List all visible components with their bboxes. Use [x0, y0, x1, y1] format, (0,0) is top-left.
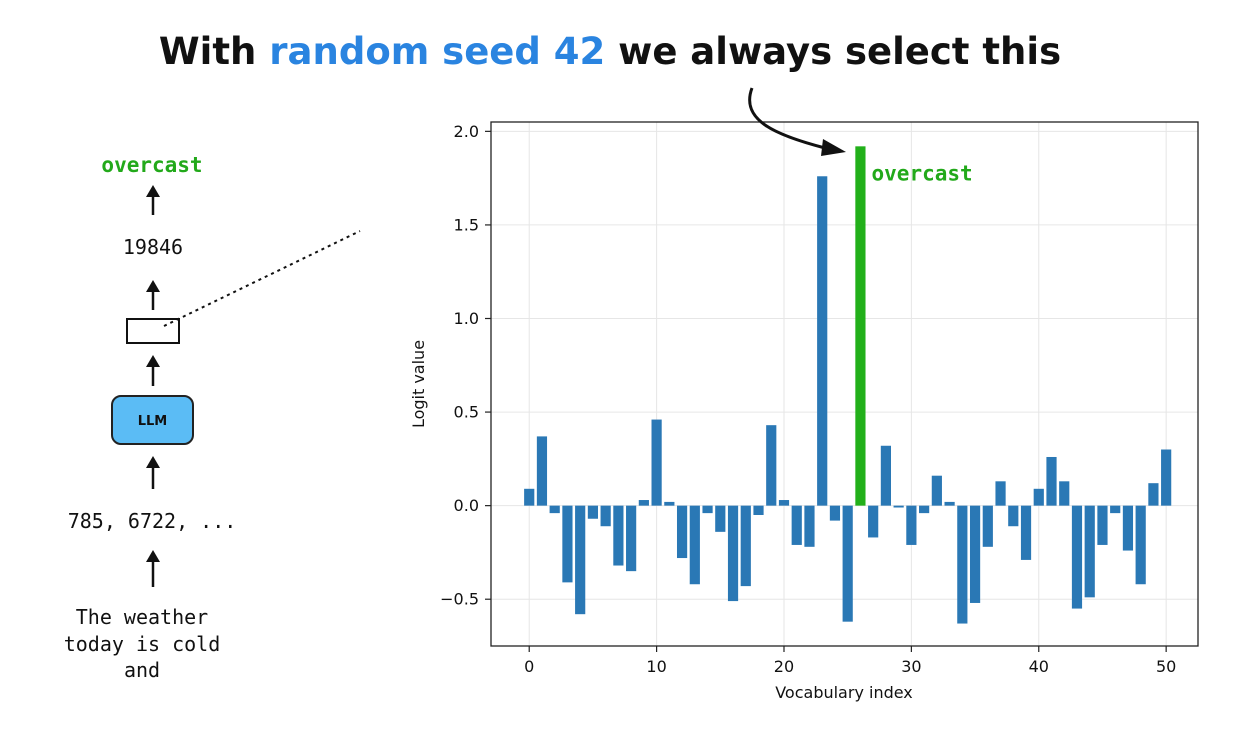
x-tick-label: 0 [524, 657, 534, 676]
x-tick-label: 20 [774, 657, 794, 676]
chart-bars [524, 146, 1172, 624]
arrow-output [146, 185, 160, 215]
bar [1020, 505, 1032, 560]
bar [995, 481, 1006, 506]
bar [982, 505, 993, 547]
bar [1122, 505, 1134, 551]
bar [638, 500, 649, 506]
bar [740, 505, 751, 587]
x-tick-label: 40 [1029, 657, 1049, 676]
input-text-line-2: today is cold [64, 632, 221, 656]
bar [702, 505, 713, 514]
bar [1161, 449, 1172, 506]
bar [1008, 505, 1019, 527]
headline-prefix: With [158, 30, 270, 73]
input-text-line-3: and [124, 658, 160, 682]
logit-bar-chart: 0 10 20 30 40 50 −0.5 0.0 0.5 1.0 1.5 2.0 Vocabula… [409, 121, 1199, 702]
token-ids-label: 785, 6722, ... [68, 509, 237, 533]
bar [944, 501, 955, 506]
y-axis-label: Logit value [409, 340, 428, 428]
y-tick-label: −0.5 [440, 590, 479, 609]
bar [1110, 505, 1121, 514]
bar [676, 505, 688, 559]
bar [727, 505, 739, 602]
bar [1059, 481, 1070, 506]
y-tick-label: 0.0 [454, 496, 479, 515]
bar [524, 488, 535, 506]
bar [536, 436, 548, 506]
bar [906, 505, 917, 545]
bar [600, 505, 611, 527]
bar [893, 505, 904, 508]
bar [651, 419, 662, 506]
zoom-dotted-line [163, 230, 361, 327]
selected-id-label: 19846 [123, 235, 183, 259]
bar [919, 505, 930, 514]
output-token-label: overcast [101, 153, 202, 177]
bar [664, 501, 675, 506]
x-tick-label: 30 [901, 657, 921, 676]
bar-highlight [855, 146, 866, 506]
bar [549, 505, 560, 514]
arrow-to-logits [146, 355, 160, 386]
bar [817, 176, 828, 506]
callout-arrow [748, 87, 826, 150]
bar [957, 505, 968, 624]
headline-suffix: we always select this [605, 30, 1062, 73]
bar [1135, 505, 1146, 585]
bar [575, 505, 586, 615]
llm-label: LLM [138, 414, 168, 429]
bar [562, 505, 573, 583]
y-tick-label: 1.0 [454, 309, 479, 328]
bar [613, 505, 624, 566]
bar [689, 505, 700, 585]
y-tick-label: 1.5 [454, 215, 479, 234]
plot-frame [490, 121, 1199, 647]
bar [880, 445, 891, 506]
arrow-to-llm [146, 456, 160, 489]
highlight-bar-label: overcast [872, 161, 973, 185]
bar [626, 505, 637, 572]
bar [715, 505, 726, 532]
bar [829, 505, 841, 521]
y-ticks: −0.5 0.0 0.5 1.0 1.5 2.0 [440, 122, 491, 609]
bar [868, 505, 879, 538]
headline-highlight: random seed 42 [269, 30, 606, 73]
bar [791, 505, 802, 545]
bar [931, 475, 942, 506]
bar [753, 505, 764, 515]
callout-arrowhead [821, 139, 846, 156]
bar [1084, 505, 1095, 598]
headline: With random seed 42 we always select thi… [0, 30, 1220, 73]
bar [778, 500, 790, 506]
bar [1046, 456, 1057, 506]
bar [1097, 505, 1108, 545]
input-text-line-1: The weather [76, 605, 208, 629]
x-tick-label: 10 [646, 657, 666, 676]
arrow-id [146, 280, 160, 310]
x-axis-label: Vocabulary index [775, 683, 913, 702]
x-tick-label: 50 [1156, 657, 1176, 676]
bar [804, 505, 815, 547]
bar [1033, 488, 1044, 506]
bar [587, 505, 599, 519]
bar [1071, 505, 1083, 609]
bar [766, 425, 777, 506]
x-ticks: 0 10 20 30 40 50 [524, 646, 1176, 676]
bar [969, 505, 981, 603]
y-tick-label: 0.5 [454, 403, 479, 422]
bar [1148, 483, 1159, 506]
arrow-to-tokens [146, 550, 160, 587]
llm-box: LLM [111, 395, 194, 445]
bar [842, 505, 853, 622]
pipeline-diagram: overcast 19846 LLM 785, 6722, ... [64, 153, 361, 682]
y-tick-label: 2.0 [454, 122, 479, 141]
